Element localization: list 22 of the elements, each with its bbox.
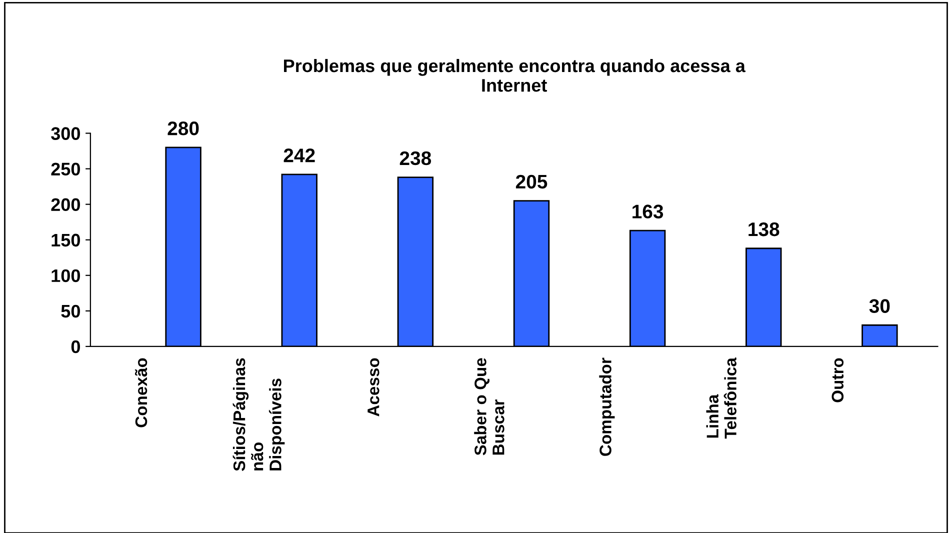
x-tick-label: Linha Telefônica [706, 357, 736, 439]
x-tick-label: Outro [832, 358, 844, 402]
chart-title: Problemas que geralmente encontra quando acessa a Internet [284, 58, 746, 92]
data-label: 138 [748, 222, 780, 236]
y-tick-label: 0 [71, 340, 80, 354]
x-tick-label: Conexão [134, 358, 148, 428]
y-tick-label: 50 [61, 304, 80, 318]
y-tick-label: 100 [52, 269, 80, 282]
x-tick-label: Saber o Que Buscar [474, 358, 504, 456]
data-label: 280 [168, 122, 199, 136]
y-tick-label: 300 [51, 127, 80, 140]
data-label: 238 [400, 151, 432, 166]
y-tick-label: 150 [52, 234, 80, 247]
data-label: 205 [516, 174, 548, 189]
x-tick-label: Computador [599, 358, 615, 456]
y-tick-label: 250 [51, 162, 80, 176]
y-tick-label: 200 [51, 198, 80, 212]
x-tick-label: Sítios/Páginas não Disponíveis [232, 358, 285, 471]
data-label: 163 [632, 204, 664, 218]
data-label: 242 [284, 148, 315, 162]
x-tick-label: Acesso [368, 358, 380, 416]
data-label: 30 [869, 299, 890, 313]
